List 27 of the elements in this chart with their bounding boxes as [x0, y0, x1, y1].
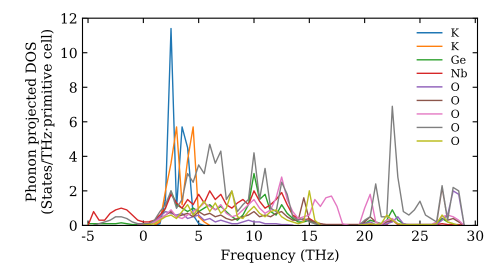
y-axis-title: Phonon projected DOS (States/THz·primitive cell) [25, 30, 54, 214]
y-tick-label: 8 [70, 82, 77, 93]
legend-label: O [451, 136, 460, 146]
x-axis-title: Frequency (THz) [221, 249, 338, 263]
y-tick-label: 6 [70, 116, 77, 128]
y-tick-label: 10 [62, 48, 77, 58]
y-tick-label: 2 [70, 186, 76, 196]
x-tick-label: 15 [302, 230, 318, 242]
legend-label: O [451, 123, 460, 132]
y-tick-label: 0 [70, 220, 77, 231]
x-tick-label: 5 [195, 230, 202, 242]
x-tick-label: 10 [246, 230, 262, 242]
x-tick-label: 0 [140, 230, 147, 242]
y-tick-label: 4 [69, 151, 77, 162]
x-tick-label: 20 [356, 230, 373, 242]
x-tick-label: 25 [412, 230, 428, 242]
x-tick-label: -5 [82, 230, 94, 242]
legend-label: O [451, 82, 460, 91]
line-series [154, 126, 210, 226]
legend-label: O [451, 110, 460, 118]
x-tick-label: 30 [468, 230, 484, 242]
legend-label: O [451, 96, 460, 104]
y-tick-label: 12 [62, 13, 76, 24]
legend-label: K [451, 42, 460, 50]
legend-label: Nb [451, 68, 467, 78]
legend-label: Ge [451, 55, 466, 64]
legend-label: K [451, 28, 460, 37]
